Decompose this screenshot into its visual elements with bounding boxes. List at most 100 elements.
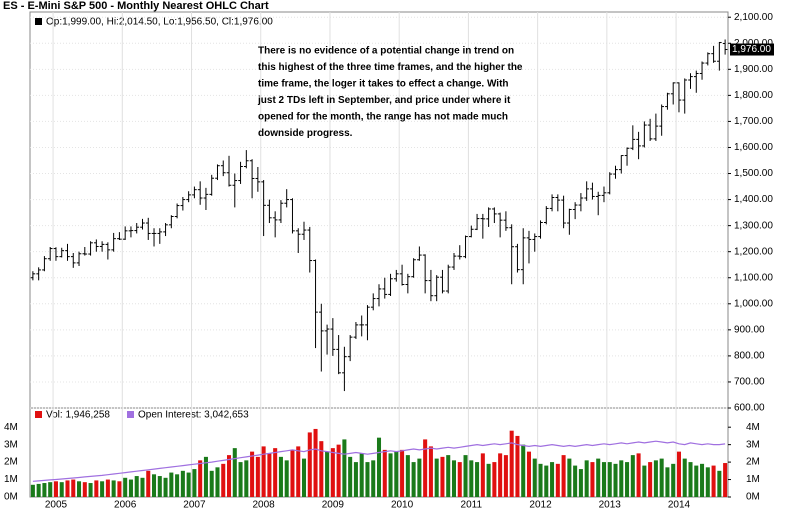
volume-bar	[503, 455, 508, 497]
volume-bar	[492, 462, 497, 497]
volume-bar	[636, 453, 641, 497]
volume-bar	[700, 463, 705, 497]
y-tick-label: 3M	[4, 439, 18, 450]
legend-swatch	[127, 411, 134, 418]
volume-bar	[365, 462, 370, 497]
volume-bar	[382, 449, 387, 497]
x-tick-label: 2007	[183, 500, 206, 511]
volume-bar	[157, 476, 162, 497]
y-tick-label: 4M	[4, 422, 18, 433]
volume-bar	[607, 462, 612, 497]
volume-bar	[417, 458, 422, 497]
volume-bar	[469, 460, 474, 497]
volume-bar	[526, 451, 532, 497]
annotation: opened for the month, the range has not …	[258, 112, 508, 123]
y-tick-label: 1,900.00	[734, 64, 773, 75]
x-tick-label: 2011	[461, 500, 483, 511]
volume-bar	[573, 465, 578, 497]
volume-bar	[226, 455, 232, 497]
volume-bar	[567, 458, 572, 497]
x-tick-label: 2010	[391, 500, 414, 511]
volume-bar	[428, 446, 433, 497]
legend-swatch	[35, 411, 42, 418]
volume-bar	[77, 481, 82, 497]
volume-bar	[694, 465, 699, 497]
annotation: this highest of the three time frames, a…	[258, 62, 523, 73]
annotation: time frame, the loger it takes to effect…	[258, 79, 509, 90]
volume-bar	[88, 483, 93, 497]
volume-bar	[359, 453, 364, 497]
volume-bar	[544, 465, 549, 497]
volume-bar	[94, 480, 99, 497]
volume-bar	[388, 453, 393, 497]
last-price-box	[730, 43, 774, 56]
volume-bar	[232, 448, 237, 497]
volume-bar	[619, 460, 624, 497]
volume-bar	[255, 456, 260, 497]
volume-bar	[717, 470, 722, 497]
annotation: downside progress.	[258, 128, 353, 139]
y-tick-label: 4M	[746, 422, 760, 433]
legend-label: Open Interest: 3,042,653	[138, 410, 249, 421]
volume-bar	[169, 472, 174, 497]
volume-bar	[423, 439, 428, 497]
volume-bar	[555, 463, 560, 497]
volume-bar	[342, 439, 347, 497]
volume-bar	[278, 456, 283, 497]
volume-bar	[451, 460, 457, 497]
volume-bar	[186, 472, 191, 497]
volume-bar	[578, 469, 583, 497]
y-tick-label: 2,100.00	[734, 12, 773, 23]
volume-bar	[325, 451, 330, 497]
volume-bar	[665, 467, 670, 497]
volume-bar	[498, 453, 503, 497]
volume-bar	[128, 479, 133, 497]
y-tick-label: 600.00	[734, 403, 765, 414]
volume-bar	[457, 462, 462, 497]
volume-bar	[175, 474, 180, 497]
y-tick-label: 2M	[4, 457, 18, 468]
y-tick-label: 900.00	[734, 324, 765, 335]
volume-bar	[676, 451, 681, 497]
volume-bar	[117, 481, 122, 497]
volume-bar	[198, 460, 203, 497]
y-tick-label: 2M	[746, 457, 760, 468]
volume-bar	[521, 444, 526, 497]
chart-title: ES - E-Mini S&P 500 - Monthly Nearest OH…	[3, 0, 269, 12]
volume-bar	[82, 482, 87, 497]
y-tick-label: 3M	[746, 439, 760, 450]
volume-bar	[290, 449, 295, 497]
volume-bar	[705, 467, 710, 497]
y-tick-label: 1,000.00	[734, 298, 773, 309]
volume-bar	[284, 460, 289, 497]
volume-bar	[659, 458, 664, 497]
volume-bar	[405, 455, 410, 497]
volume-bar	[376, 437, 382, 497]
volume-bar	[261, 446, 266, 497]
y-tick-label: 0M	[746, 492, 760, 503]
volume-bar	[671, 463, 676, 497]
y-tick-label: 1M	[746, 474, 760, 485]
volume-bar	[653, 460, 658, 497]
volume-bar	[105, 479, 110, 497]
volume-bar	[630, 455, 635, 497]
y-tick-label: 1,800.00	[734, 90, 773, 101]
price-panel	[29, 11, 729, 409]
x-tick-label: 2005	[45, 500, 68, 511]
legend-label: Vol: 1,946,258	[46, 410, 110, 421]
y-tick-label: 1,400.00	[734, 194, 773, 205]
volume-bar	[440, 456, 445, 497]
volume-bar	[111, 480, 116, 497]
volume-bar	[301, 458, 307, 497]
volume-bar	[71, 479, 76, 497]
volume-bar	[203, 456, 208, 497]
x-tick-label: 2008	[253, 500, 276, 511]
y-tick-label: 1,200.00	[734, 246, 773, 257]
volume-bar	[463, 455, 468, 497]
volume-bar	[348, 456, 353, 497]
volume-bar	[30, 484, 35, 497]
volume-bar	[601, 462, 606, 497]
volume-bar	[538, 463, 543, 497]
volume-bar	[163, 477, 168, 497]
